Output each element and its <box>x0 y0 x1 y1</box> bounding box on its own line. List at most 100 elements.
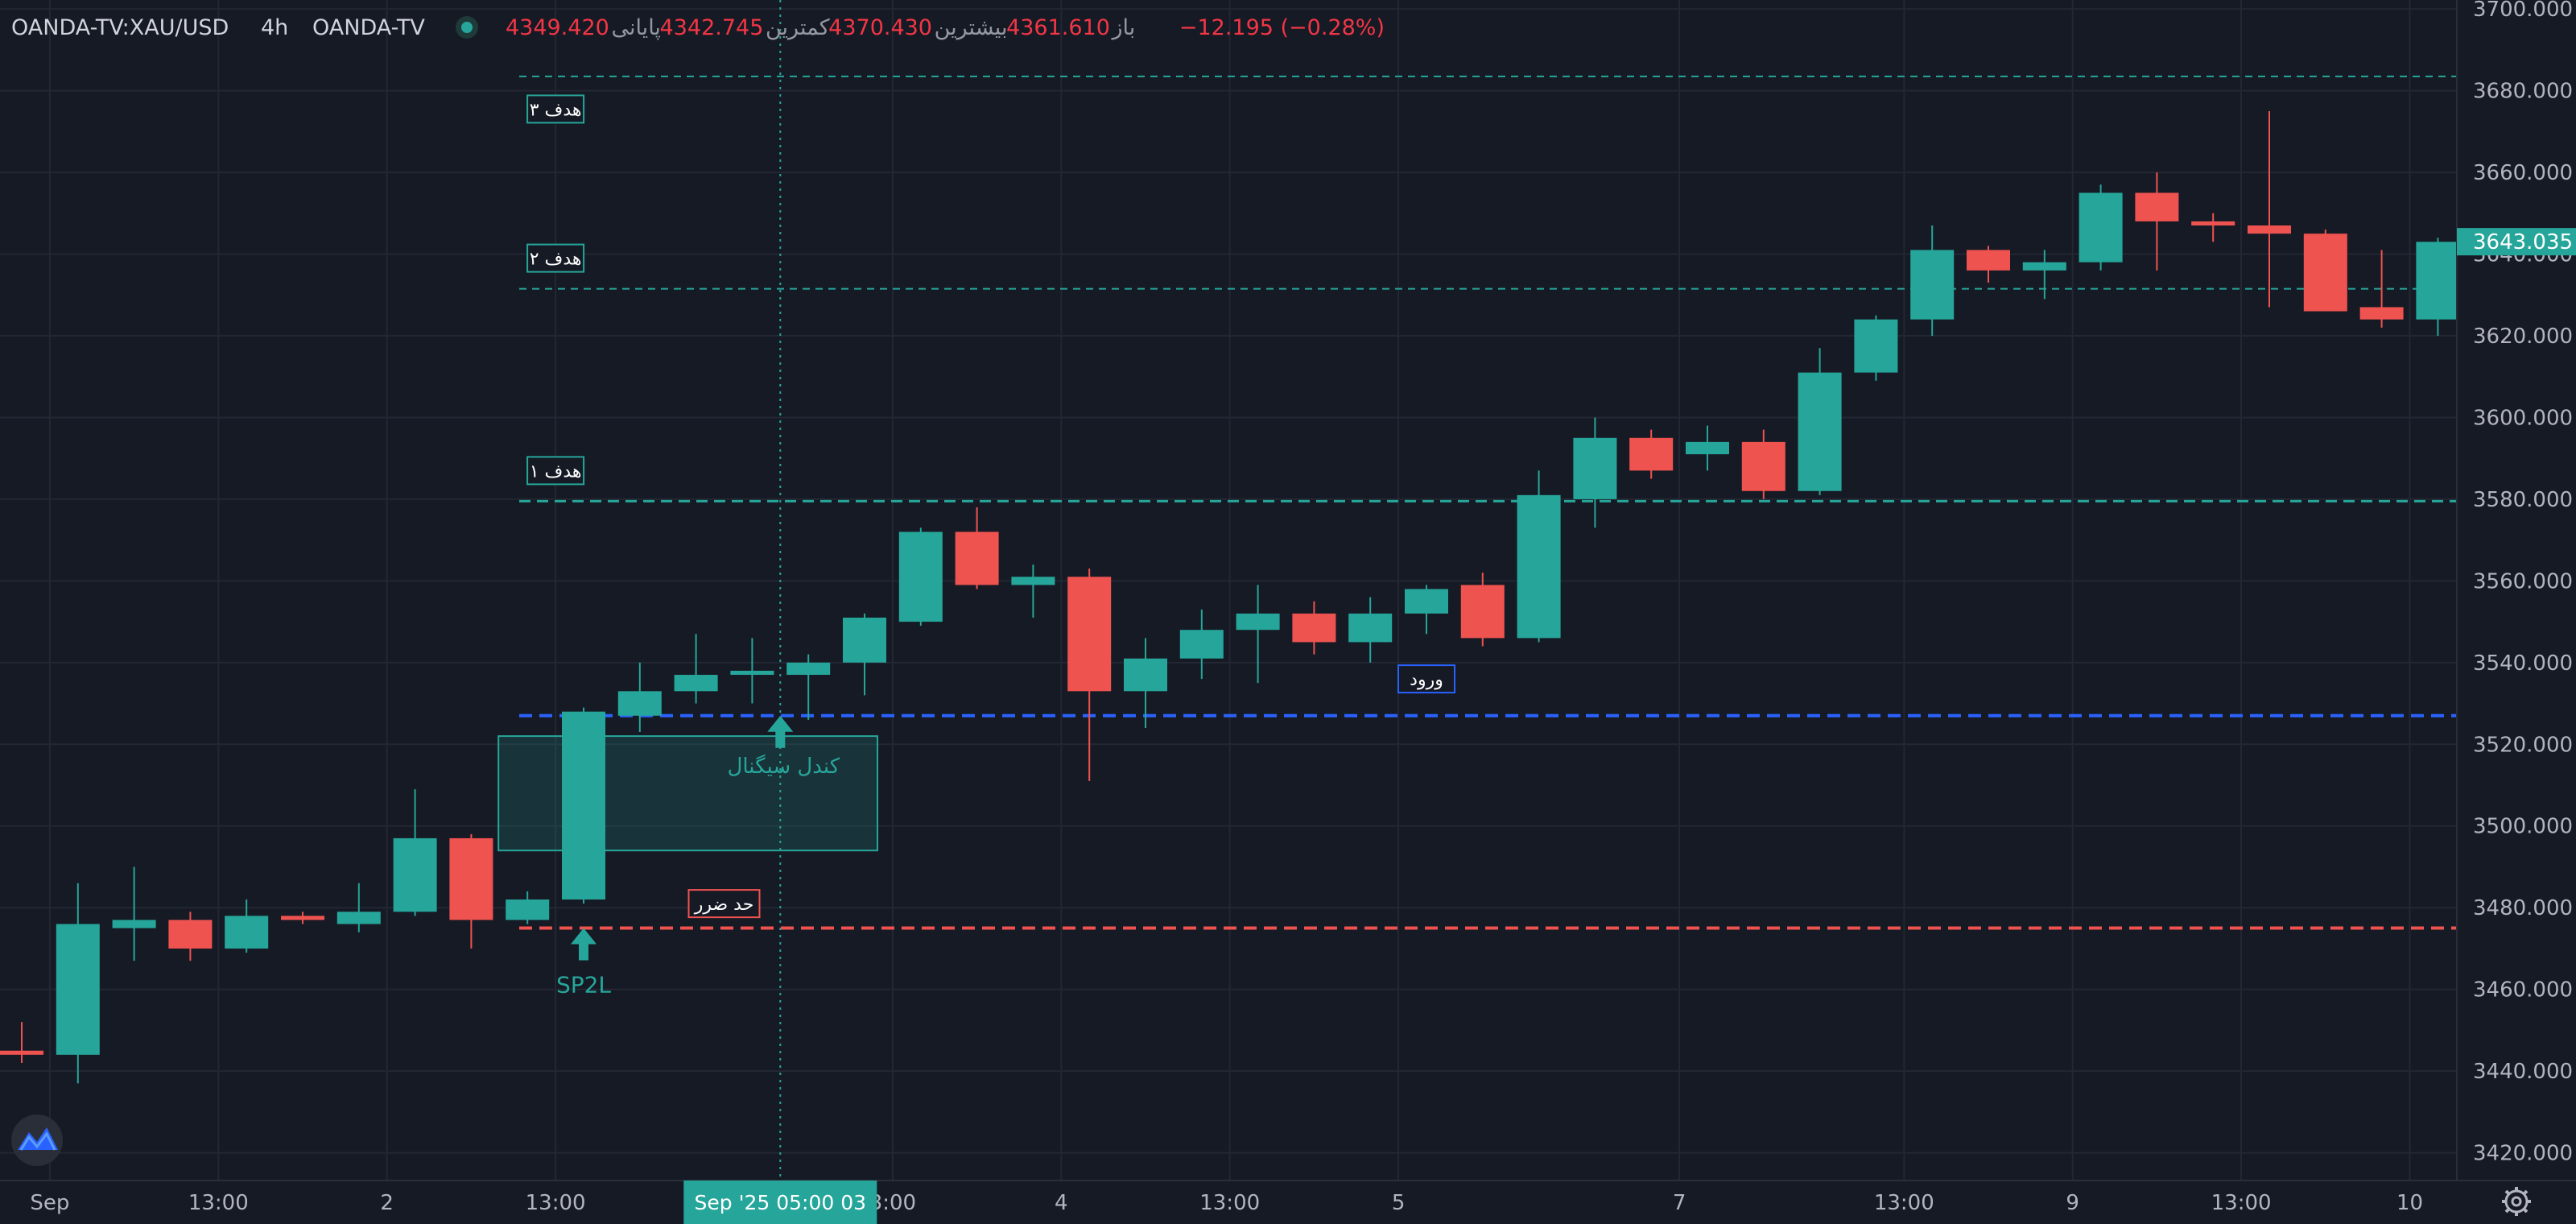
level-label-text: حد ضرر <box>694 895 754 915</box>
low-label: کمترین <box>766 15 830 40</box>
level-label-text: هدف ۳ <box>530 100 582 120</box>
time-tick-label: 13:00 <box>188 1191 249 1215</box>
candle[interactable] <box>1517 470 1561 643</box>
sp2l-label: SP2L <box>556 972 611 999</box>
level-label-box <box>526 94 585 124</box>
candle[interactable] <box>1629 429 1674 479</box>
close-label: پایانی <box>611 15 661 40</box>
candle[interactable] <box>2416 238 2460 336</box>
candle[interactable] <box>1405 585 1448 635</box>
candle-body <box>1741 441 1785 491</box>
candle[interactable] <box>562 707 605 904</box>
level-label-box <box>687 889 761 919</box>
candle[interactable] <box>1011 564 1055 618</box>
low-value: 4342.745 <box>660 15 764 40</box>
candle-body <box>2022 262 2066 271</box>
candle[interactable] <box>2135 172 2179 271</box>
candle[interactable] <box>2359 250 2404 328</box>
candle[interactable] <box>1967 246 2010 283</box>
candle-body <box>336 912 381 924</box>
candle[interactable] <box>1854 315 1898 381</box>
candle[interactable] <box>393 789 437 916</box>
candle[interactable] <box>786 654 831 720</box>
candle[interactable] <box>2248 110 2291 308</box>
candle[interactable] <box>730 638 774 704</box>
candle-body <box>449 837 493 920</box>
candle[interactable] <box>2191 213 2235 242</box>
candle[interactable] <box>898 527 943 626</box>
candle[interactable] <box>1460 573 1505 647</box>
price-tick-label: 3480.000 <box>2473 896 2573 920</box>
tradingview-logo-button[interactable] <box>11 1114 63 1166</box>
candle-body <box>2303 234 2347 312</box>
candle[interactable] <box>1124 638 1167 728</box>
candle[interactable] <box>1348 597 1393 663</box>
candle[interactable] <box>674 634 718 704</box>
candles[interactable] <box>0 110 2460 1084</box>
timeframe-label[interactable]: 4h <box>261 15 288 40</box>
candle-body <box>225 916 269 949</box>
candle[interactable] <box>1573 417 1617 528</box>
last-price-label: 3643.035 <box>2473 230 2573 254</box>
candle[interactable] <box>1686 425 1729 471</box>
settings-gear-icon[interactable] <box>2502 1187 2531 1216</box>
candle[interactable] <box>1292 601 1336 655</box>
candle[interactable] <box>281 912 324 924</box>
level-label-box <box>1397 664 1455 694</box>
gear-teeth <box>2502 1187 2531 1216</box>
candle[interactable] <box>1236 585 1280 684</box>
time-tick-label: 3:00 <box>869 1191 916 1215</box>
level-label-box <box>526 456 585 486</box>
candle[interactable] <box>225 899 269 953</box>
candle[interactable] <box>2079 184 2123 271</box>
candle[interactable] <box>1179 609 1224 680</box>
candle[interactable] <box>843 613 886 696</box>
last-price-badge <box>2457 228 2576 256</box>
candle[interactable] <box>449 833 493 949</box>
candle[interactable] <box>1798 348 1842 495</box>
candle[interactable] <box>1741 429 1785 499</box>
candle[interactable] <box>617 662 662 733</box>
candle[interactable] <box>168 912 213 961</box>
gear-inner <box>2511 1196 2522 1207</box>
candle[interactable] <box>112 866 156 961</box>
price-axis-background <box>2457 0 2576 1224</box>
price-tick-label: 3440.000 <box>2473 1060 2573 1084</box>
candle-body <box>281 916 324 920</box>
symbol-title[interactable]: OANDA-TV:XAU/USD <box>11 15 229 40</box>
candle-body <box>955 531 999 585</box>
price-tick-label: 3540.000 <box>2473 651 2573 676</box>
candle[interactable] <box>336 883 381 932</box>
trade-levels: هدف ۳ هدف ۲ هدف ۱ ورود حد ضرر <box>519 75 2457 930</box>
crosshair-time-label: Sep '25 05:00 03 <box>695 1191 867 1214</box>
candle-body <box>1686 441 1729 455</box>
price-tick-label: 3620.000 <box>2473 325 2573 349</box>
candle-body <box>1405 589 1448 614</box>
candle-body <box>730 670 774 676</box>
candle[interactable] <box>1067 569 1112 781</box>
candle-body <box>2248 225 2291 234</box>
candle-body <box>2359 307 2404 320</box>
open-value: 4361.610 <box>1006 15 1110 40</box>
candle-body <box>1011 577 1055 585</box>
time-tick-label: 9 <box>2066 1191 2079 1215</box>
candle-body <box>617 691 662 716</box>
price-tick-label: 3600.000 <box>2473 406 2573 430</box>
candle[interactable] <box>2303 229 2347 312</box>
candle[interactable] <box>0 1022 43 1063</box>
candle[interactable] <box>506 891 550 924</box>
candle[interactable] <box>955 507 999 589</box>
candle-body <box>843 618 886 663</box>
candle-body <box>168 920 213 949</box>
candle[interactable] <box>2022 250 2066 300</box>
tradingview-logo-icon[interactable] <box>11 1114 63 1166</box>
candle-body <box>1573 437 1617 499</box>
change-value: −12.195 (−0.28%) <box>1179 15 1385 40</box>
candle-body <box>786 662 831 676</box>
legend: OANDA-TV:XAU/USD 4h OANDA-TV −12.195 (−0… <box>11 15 1385 40</box>
candle[interactable] <box>1910 225 1955 336</box>
close-value: 4349.420 <box>506 15 609 40</box>
market-status-dot <box>461 22 473 33</box>
candle[interactable] <box>56 883 100 1084</box>
